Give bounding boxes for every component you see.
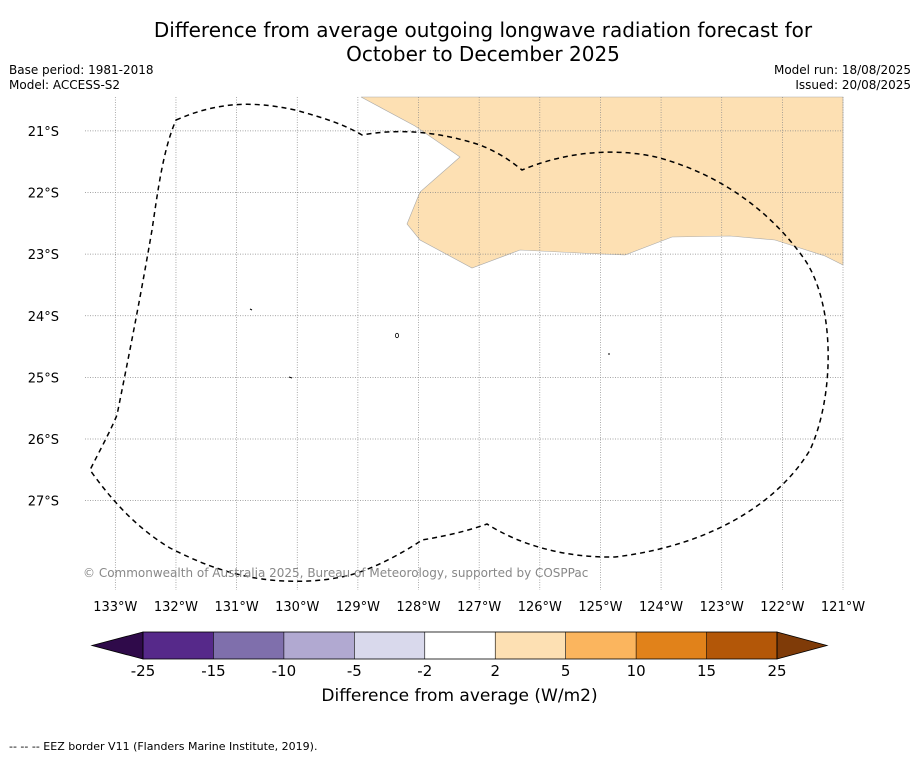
title-line-1: Difference from average outgoing longwav…	[153, 18, 813, 42]
colorbar-segment	[143, 632, 214, 659]
colorbar-segment	[424, 632, 496, 659]
colorbar-segment	[283, 632, 355, 659]
lon-tick-label: 133°W	[93, 600, 137, 615]
anomaly-region-2-to-5	[360, 96, 844, 269]
lon-tick-label: 131°W	[215, 600, 259, 615]
lon-tick-label: 122°W	[760, 600, 804, 615]
base-info: Base period: 1981-2018 Model: ACCESS-S2	[9, 63, 154, 93]
lat-tick-label: 26°S	[28, 433, 59, 448]
lat-tick-label: 25°S	[28, 371, 59, 386]
island-marker	[288, 376, 293, 379]
colorbar-over-arrow	[776, 631, 829, 660]
graticule	[85, 97, 844, 590]
colorbar-tick-label: -10	[272, 662, 297, 680]
colorbar-tick-label: 5	[561, 662, 571, 680]
forecast-map: © Commonwealth of Australia 2025, Bureau…	[28, 96, 865, 615]
colorbar-tick-label: 2	[490, 662, 500, 680]
island-marker	[249, 308, 253, 311]
lon-tick-label: 127°W	[457, 600, 501, 615]
lat-tick-label: 21°S	[28, 125, 59, 140]
model-run: Model run: 18/08/2025	[773, 63, 911, 77]
island-marker	[394, 332, 399, 339]
latitude-labels: 21°S 22°S 23°S 24°S 25°S 26°S 27°S	[28, 125, 59, 510]
lat-tick-label: 24°S	[28, 310, 59, 325]
lon-tick-label: 121°W	[821, 600, 865, 615]
lon-tick-label: 130°W	[275, 600, 319, 615]
lat-tick-label: 23°S	[28, 248, 59, 263]
colorbar-segment	[213, 632, 284, 659]
lon-tick-label: 126°W	[518, 600, 562, 615]
eez-border	[89, 103, 829, 583]
colorbar-tick-label: 10	[627, 662, 646, 680]
colorbar-tick-label: -15	[201, 662, 226, 680]
colorbar: -25 -15 -10 -5 -2 2 5 10 15 25	[90, 631, 829, 680]
colorbar-under-arrow	[90, 631, 144, 660]
colorbar-tick-label: -25	[131, 662, 156, 680]
model-name: Model: ACCESS-S2	[9, 78, 121, 92]
colorbar-tick-label: -5	[347, 662, 362, 680]
lat-tick-label: 27°S	[28, 495, 59, 510]
colorbar-tick-label: 15	[697, 662, 716, 680]
eez-footnote: -- -- -- EEZ border V11 (Flanders Marine…	[9, 740, 318, 753]
colorbar-label: Difference from average (W/m2)	[321, 686, 598, 706]
lon-tick-label: 129°W	[336, 600, 380, 615]
lat-tick-label: 22°S	[28, 187, 59, 202]
lon-tick-label: 124°W	[639, 600, 683, 615]
run-info: Model run: 18/08/2025 Issued: 20/08/2025	[774, 63, 911, 93]
base-period: Base period: 1981-2018	[9, 63, 154, 77]
colorbar-segment	[706, 632, 777, 659]
colorbar-segment	[636, 632, 707, 659]
lon-tick-label: 123°W	[700, 600, 744, 615]
longitude-labels: 133°W 132°W 131°W 130°W 129°W 128°W 127°W 126°W…	[93, 600, 865, 615]
issued-date: Issued: 20/08/2025	[795, 78, 911, 92]
lon-tick-label: 125°W	[578, 600, 622, 615]
colorbar-tick-label: 25	[767, 662, 786, 680]
lon-tick-label: 132°W	[154, 600, 198, 615]
lon-tick-label: 128°W	[396, 600, 440, 615]
colorbar-segment	[354, 632, 425, 659]
colorbar-segment	[565, 632, 637, 659]
title-line-2: October to December 2025	[346, 42, 620, 66]
map-title: Difference from average outgoing longwav…	[0, 18, 919, 66]
colorbar-segment	[495, 632, 566, 659]
colorbar-tick-label: -2	[417, 662, 432, 680]
copyright-text: © Commonwealth of Australia 2025, Bureau…	[83, 566, 588, 580]
